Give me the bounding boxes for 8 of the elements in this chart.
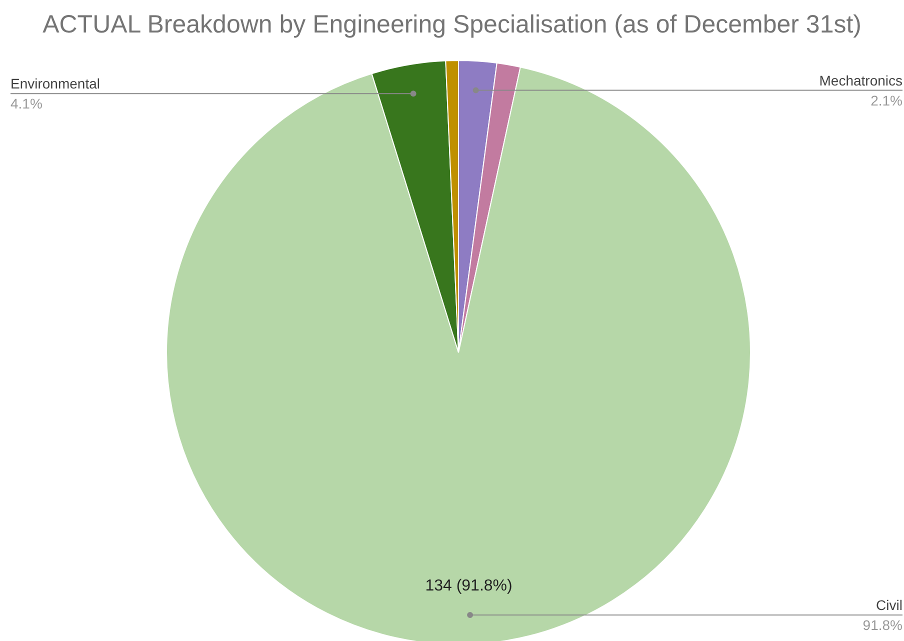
- data-label: 2.1%: [870, 92, 903, 108]
- data-label: 4.1%: [10, 96, 42, 112]
- text: 134 (91.8%): [425, 577, 512, 594]
- slice-label: Civil: [876, 597, 903, 614]
- slice-label: Environmental: [10, 76, 100, 92]
- chart-title: ACTUAL Breakdown by Engineering Specialisation (as of December 31st): [42, 10, 862, 38]
- data-label: 91.8%: [862, 617, 903, 634]
- slice-label: Mechatronics: [819, 72, 903, 88]
